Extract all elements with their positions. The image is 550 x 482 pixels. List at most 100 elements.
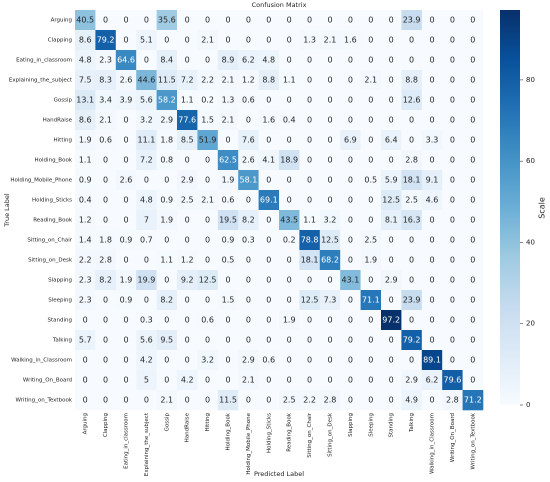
cell-value: 9.2 (181, 276, 194, 285)
cell-value: 0.3 (242, 236, 255, 245)
cell (360, 330, 382, 351)
y-tick-label: Holding_Sticks (32, 198, 72, 204)
cell-value: 0 (205, 256, 210, 265)
cell (421, 10, 443, 31)
cell-value: 0 (123, 156, 128, 165)
cell (197, 310, 219, 331)
cell (95, 170, 117, 191)
cell-value: 0 (450, 176, 455, 185)
cell (258, 10, 280, 31)
cell (442, 150, 463, 171)
cell (238, 30, 259, 51)
cell (442, 50, 463, 71)
y-tick-label: Holding_Mobile_Phone (10, 178, 72, 184)
cell (156, 130, 178, 151)
cell (421, 30, 443, 51)
cell (95, 70, 117, 91)
cell (442, 130, 463, 151)
cell-value: 71.2 (464, 396, 482, 405)
cell (177, 50, 198, 71)
cell-value: 0 (470, 356, 475, 365)
cell (360, 110, 382, 131)
cell-value: 0 (266, 376, 271, 385)
cell-value: 0 (409, 276, 414, 285)
cell (360, 130, 382, 151)
cell-value: 43.5 (280, 216, 298, 225)
cell-value: 0 (144, 16, 149, 25)
cell (156, 30, 178, 51)
cell (401, 270, 423, 291)
cell-value: 0 (368, 276, 373, 285)
cell-value: 0 (368, 96, 373, 105)
cell (462, 330, 484, 351)
cell-value: 12.5 (199, 276, 217, 285)
cell-value: 0 (470, 256, 475, 265)
cell (156, 310, 178, 331)
cell-value: 0 (287, 96, 292, 105)
cell-value: 0 (307, 156, 312, 165)
cell-value: 40.5 (76, 16, 94, 25)
cell (258, 330, 280, 351)
cell (217, 290, 239, 311)
cell (442, 390, 463, 411)
cell (156, 350, 178, 371)
cell-value: 0 (225, 376, 230, 385)
cell-value: 0 (389, 36, 394, 45)
cell (381, 90, 402, 111)
cell (95, 390, 117, 411)
cell (340, 110, 361, 131)
cell (401, 70, 423, 91)
cell (279, 30, 300, 51)
x-tick-label: Clapping (103, 413, 109, 437)
cell (319, 270, 341, 291)
cell (299, 370, 321, 391)
cell-value: 0 (327, 96, 332, 105)
cell (238, 390, 259, 411)
cell-value: 0 (470, 56, 475, 65)
cell (360, 290, 382, 311)
cell-value: 0 (450, 16, 455, 25)
cell (462, 370, 484, 391)
cell (75, 30, 96, 51)
cell-value: 0 (368, 376, 373, 385)
cell (156, 70, 178, 91)
cell (421, 90, 443, 111)
cell-value: 6.2 (426, 376, 439, 385)
cell-value: 2.2 (201, 76, 214, 85)
cell (156, 270, 178, 291)
cell (340, 350, 361, 371)
cell (177, 330, 198, 351)
cell-value: 0 (429, 56, 434, 65)
cell-value: 2.1 (324, 36, 337, 45)
cell-value: 0 (266, 276, 271, 285)
cell-value: 0 (287, 336, 292, 345)
y-tick-label: Reading_Book (33, 218, 73, 224)
cell (95, 270, 117, 291)
cell-value: 0 (470, 196, 475, 205)
cell (258, 90, 280, 111)
cell (75, 350, 96, 371)
cell (197, 70, 219, 91)
cell (340, 150, 361, 171)
cell (442, 370, 463, 391)
cell-value: 0.6 (222, 196, 235, 205)
cell (95, 210, 117, 231)
cell (421, 390, 443, 411)
cell-value: 0 (205, 376, 210, 385)
cell-value: 1.2 (242, 76, 255, 85)
cell-value: 0 (470, 16, 475, 25)
cell-value: 78.8 (301, 236, 319, 245)
cell-value: 0 (246, 196, 251, 205)
cell-value: 0 (450, 136, 455, 145)
cell (75, 190, 96, 211)
cell (319, 390, 341, 411)
cell-value: 0 (429, 216, 434, 225)
cell (177, 210, 198, 231)
cell (279, 70, 300, 91)
cell-value: 0 (327, 56, 332, 65)
cell (421, 170, 443, 191)
cell-value: 0 (450, 36, 455, 45)
cell-value: 2.1 (222, 116, 235, 125)
cell (340, 70, 361, 91)
cell-value: 0 (470, 296, 475, 305)
